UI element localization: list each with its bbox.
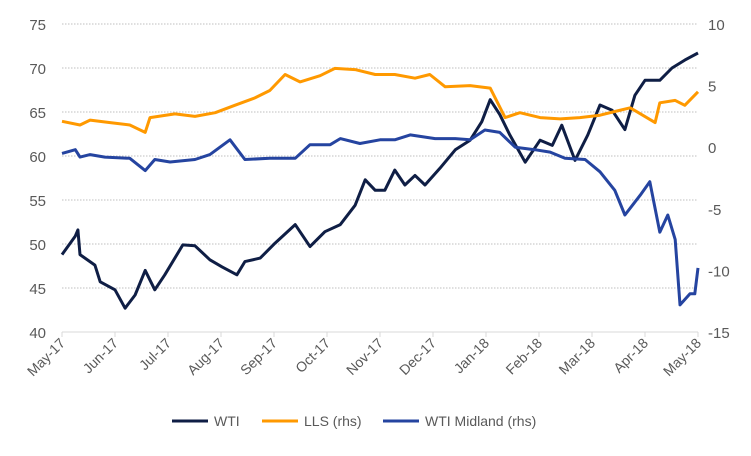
y-right-tick-label: 0: [708, 140, 716, 157]
series-line-wti: [60, 51, 699, 310]
y-right-tick-label: 10: [708, 17, 725, 34]
x-tick-label: Feb-18: [502, 335, 545, 378]
legend-item: LLS (rhs): [262, 413, 362, 429]
x-tick-label: Oct-17: [292, 335, 333, 376]
y-right-tick-label: -10: [708, 263, 730, 280]
legend-label: WTI: [214, 413, 240, 429]
gridlines: [62, 23, 698, 289]
y-left-tick-label: 75: [29, 17, 46, 34]
y-left-tick-label: 40: [29, 325, 46, 342]
x-tick-label: Sep-17: [237, 335, 280, 378]
x-tick-label: Jul-17: [136, 335, 174, 373]
x-tick-label: Mar-18: [555, 335, 598, 378]
y-left-tick-label: 70: [29, 61, 46, 78]
legend-label: WTI Midland (rhs): [425, 413, 536, 429]
x-tick-label: Dec-17: [396, 335, 439, 378]
legend: WTI LLS (rhs) WTI Midland (rhs): [172, 413, 536, 429]
x-tick-label: May-18: [660, 335, 704, 379]
y-left-tick-label: 65: [29, 105, 46, 122]
legend-item: WTI Midland (rhs): [383, 413, 536, 429]
x-tick-label: Apr-18: [610, 335, 651, 376]
right-y-axis: -15 -10 -5 0 5 10: [708, 17, 730, 342]
y-right-tick-label: 5: [708, 79, 716, 96]
y-left-tick-label: 60: [29, 149, 46, 166]
y-left-tick-label: 50: [29, 237, 46, 254]
x-tick-label: Jun-17: [80, 335, 122, 377]
legend-item: WTI: [172, 413, 240, 429]
y-right-tick-label: -15: [708, 325, 730, 342]
left-y-axis: 40 45 50 55 60 65 70 75: [29, 17, 46, 342]
x-tick-label: Aug-17: [184, 335, 227, 378]
x-tick-label: Jan-18: [451, 335, 493, 377]
x-axis: May-17 Jun-17 Jul-17 Aug-17 Sep-17 Oct-17 Nov-…: [24, 331, 704, 379]
y-right-tick-label: -5: [708, 202, 721, 219]
series-line-wti-midland-rhs: [61, 128, 700, 307]
y-left-tick-label: 55: [29, 193, 46, 210]
y-left-tick-label: 45: [29, 281, 46, 298]
series-lines: [60, 51, 700, 310]
x-tick-label: Nov-17: [343, 335, 386, 378]
series-line-lls-rhs: [61, 66, 700, 134]
legend-label: LLS (rhs): [304, 413, 362, 429]
